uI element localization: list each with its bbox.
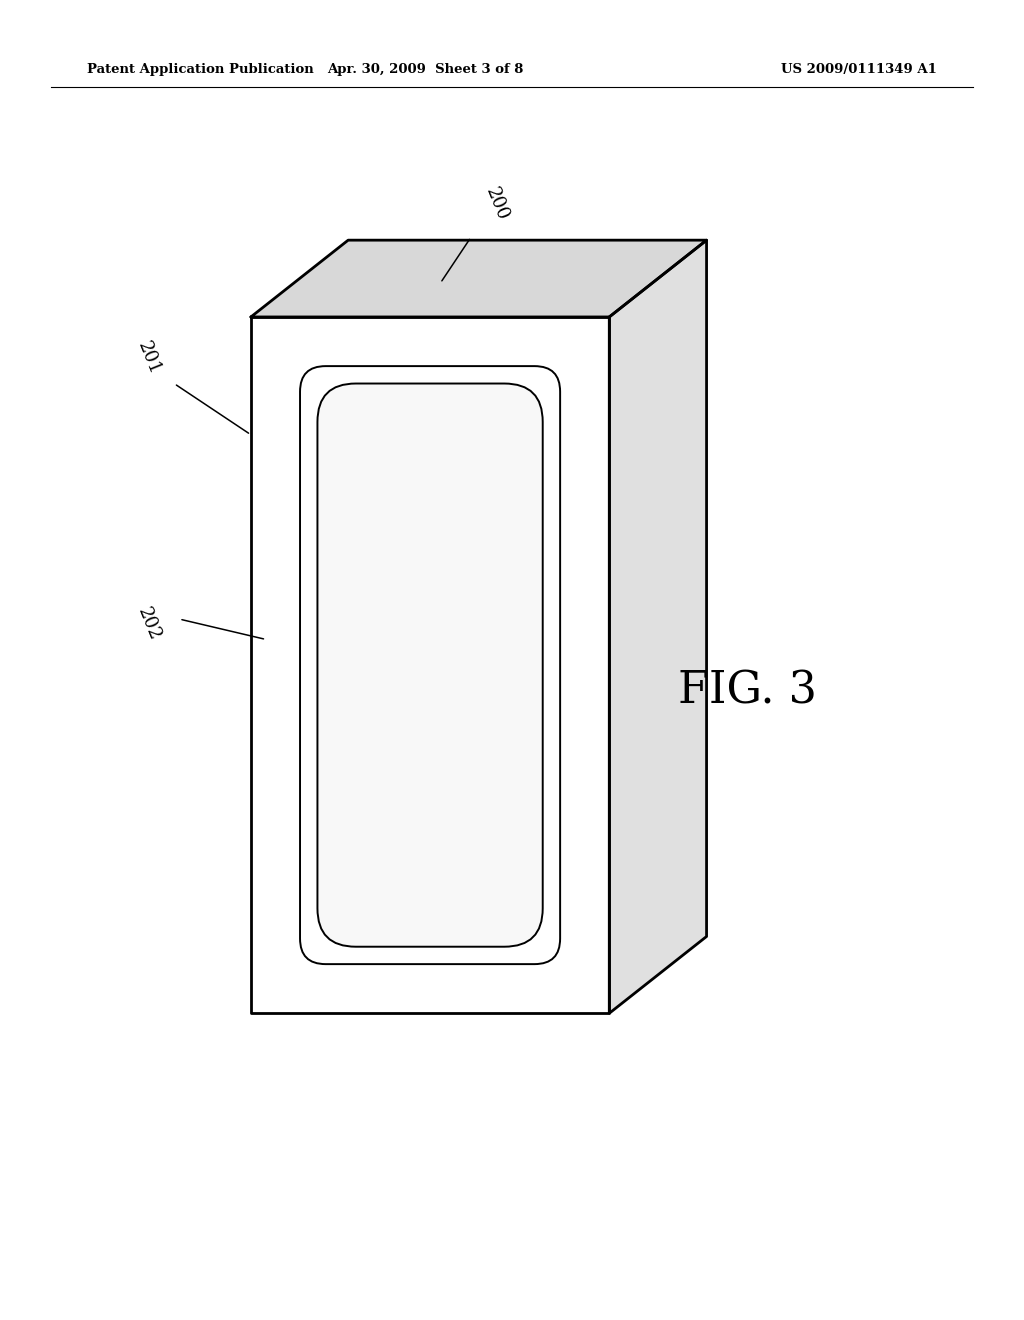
Text: FIG. 3: FIG. 3 <box>678 669 817 713</box>
Text: 201: 201 <box>134 339 163 378</box>
Text: Patent Application Publication: Patent Application Publication <box>87 63 313 77</box>
Text: 200: 200 <box>482 185 511 223</box>
Text: 202: 202 <box>134 605 163 643</box>
Text: US 2009/0111349 A1: US 2009/0111349 A1 <box>781 63 937 77</box>
Polygon shape <box>251 317 609 1014</box>
Text: Apr. 30, 2009  Sheet 3 of 8: Apr. 30, 2009 Sheet 3 of 8 <box>327 63 523 77</box>
Polygon shape <box>251 240 707 317</box>
FancyBboxPatch shape <box>317 384 543 946</box>
Polygon shape <box>609 240 707 1014</box>
